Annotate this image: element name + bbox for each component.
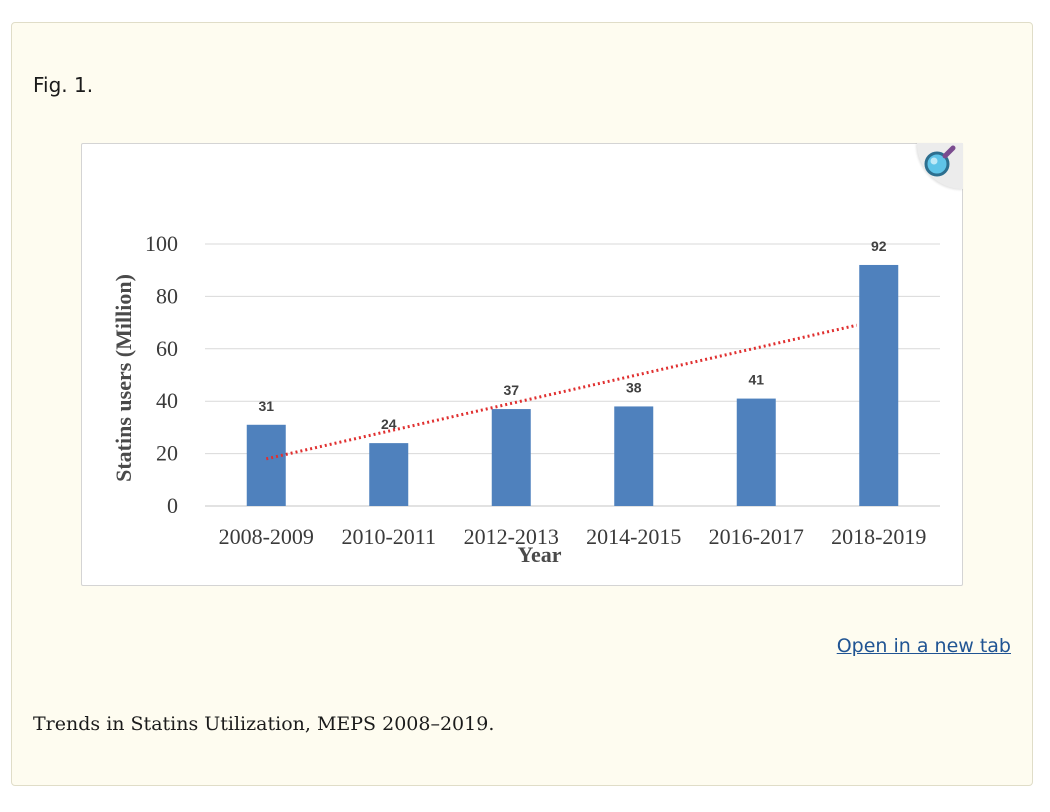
x-tick-label: 2008-2009	[219, 524, 314, 549]
data-label: 41	[748, 372, 764, 388]
bar-2018-2019	[859, 264, 899, 506]
figure-label: Fig. 1.	[33, 73, 94, 97]
data-label: 24	[381, 416, 397, 432]
data-label: 37	[503, 382, 519, 398]
data-label: 31	[258, 398, 274, 414]
bar-2014-2015	[614, 406, 654, 506]
bar-chart: 0 20 40 60 80 100 31 2008-2009 24 2010-2011 37 2012…	[111, 231, 940, 567]
bar-2010-2011	[369, 443, 409, 506]
bar-2008-2009	[246, 424, 286, 506]
x-tick-label: 2010-2011	[341, 524, 436, 549]
magnifier-icon	[924, 145, 956, 177]
y-tick-label: 60	[156, 336, 178, 361]
y-axis-title: Statins users (Million)	[111, 274, 136, 482]
data-label: 38	[626, 379, 642, 395]
y-tick-label: 100	[145, 231, 178, 256]
open-in-new-tab-link[interactable]: Open in a new tab	[836, 635, 1011, 657]
zoom-button[interactable]	[917, 143, 963, 189]
x-axis-title: Year	[518, 542, 562, 567]
y-tick-label: 0	[167, 493, 178, 518]
figure-caption: Trends in Statins Utilization, MEPS 2008…	[33, 713, 495, 735]
figure-panel: Fig. 1. 0 20 40 60 80 100 31 2008-2009 24 2010-20…	[11, 22, 1033, 786]
bar-2012-2013	[491, 409, 531, 506]
data-label: 92	[871, 238, 887, 254]
y-tick-label: 20	[156, 441, 178, 466]
y-tick-label: 40	[156, 388, 178, 413]
x-tick-label: 2012-2013	[464, 524, 559, 549]
bar-2016-2017	[736, 398, 776, 506]
x-tick-label: 2018-2019	[831, 524, 926, 549]
trendline	[265, 323, 858, 461]
x-tick-label: 2014-2015	[586, 524, 681, 549]
chart-frame[interactable]: 0 20 40 60 80 100 31 2008-2009 24 2010-2011 37 2012…	[81, 143, 963, 586]
x-tick-label: 2016-2017	[709, 524, 804, 549]
y-tick-label: 80	[156, 283, 178, 308]
